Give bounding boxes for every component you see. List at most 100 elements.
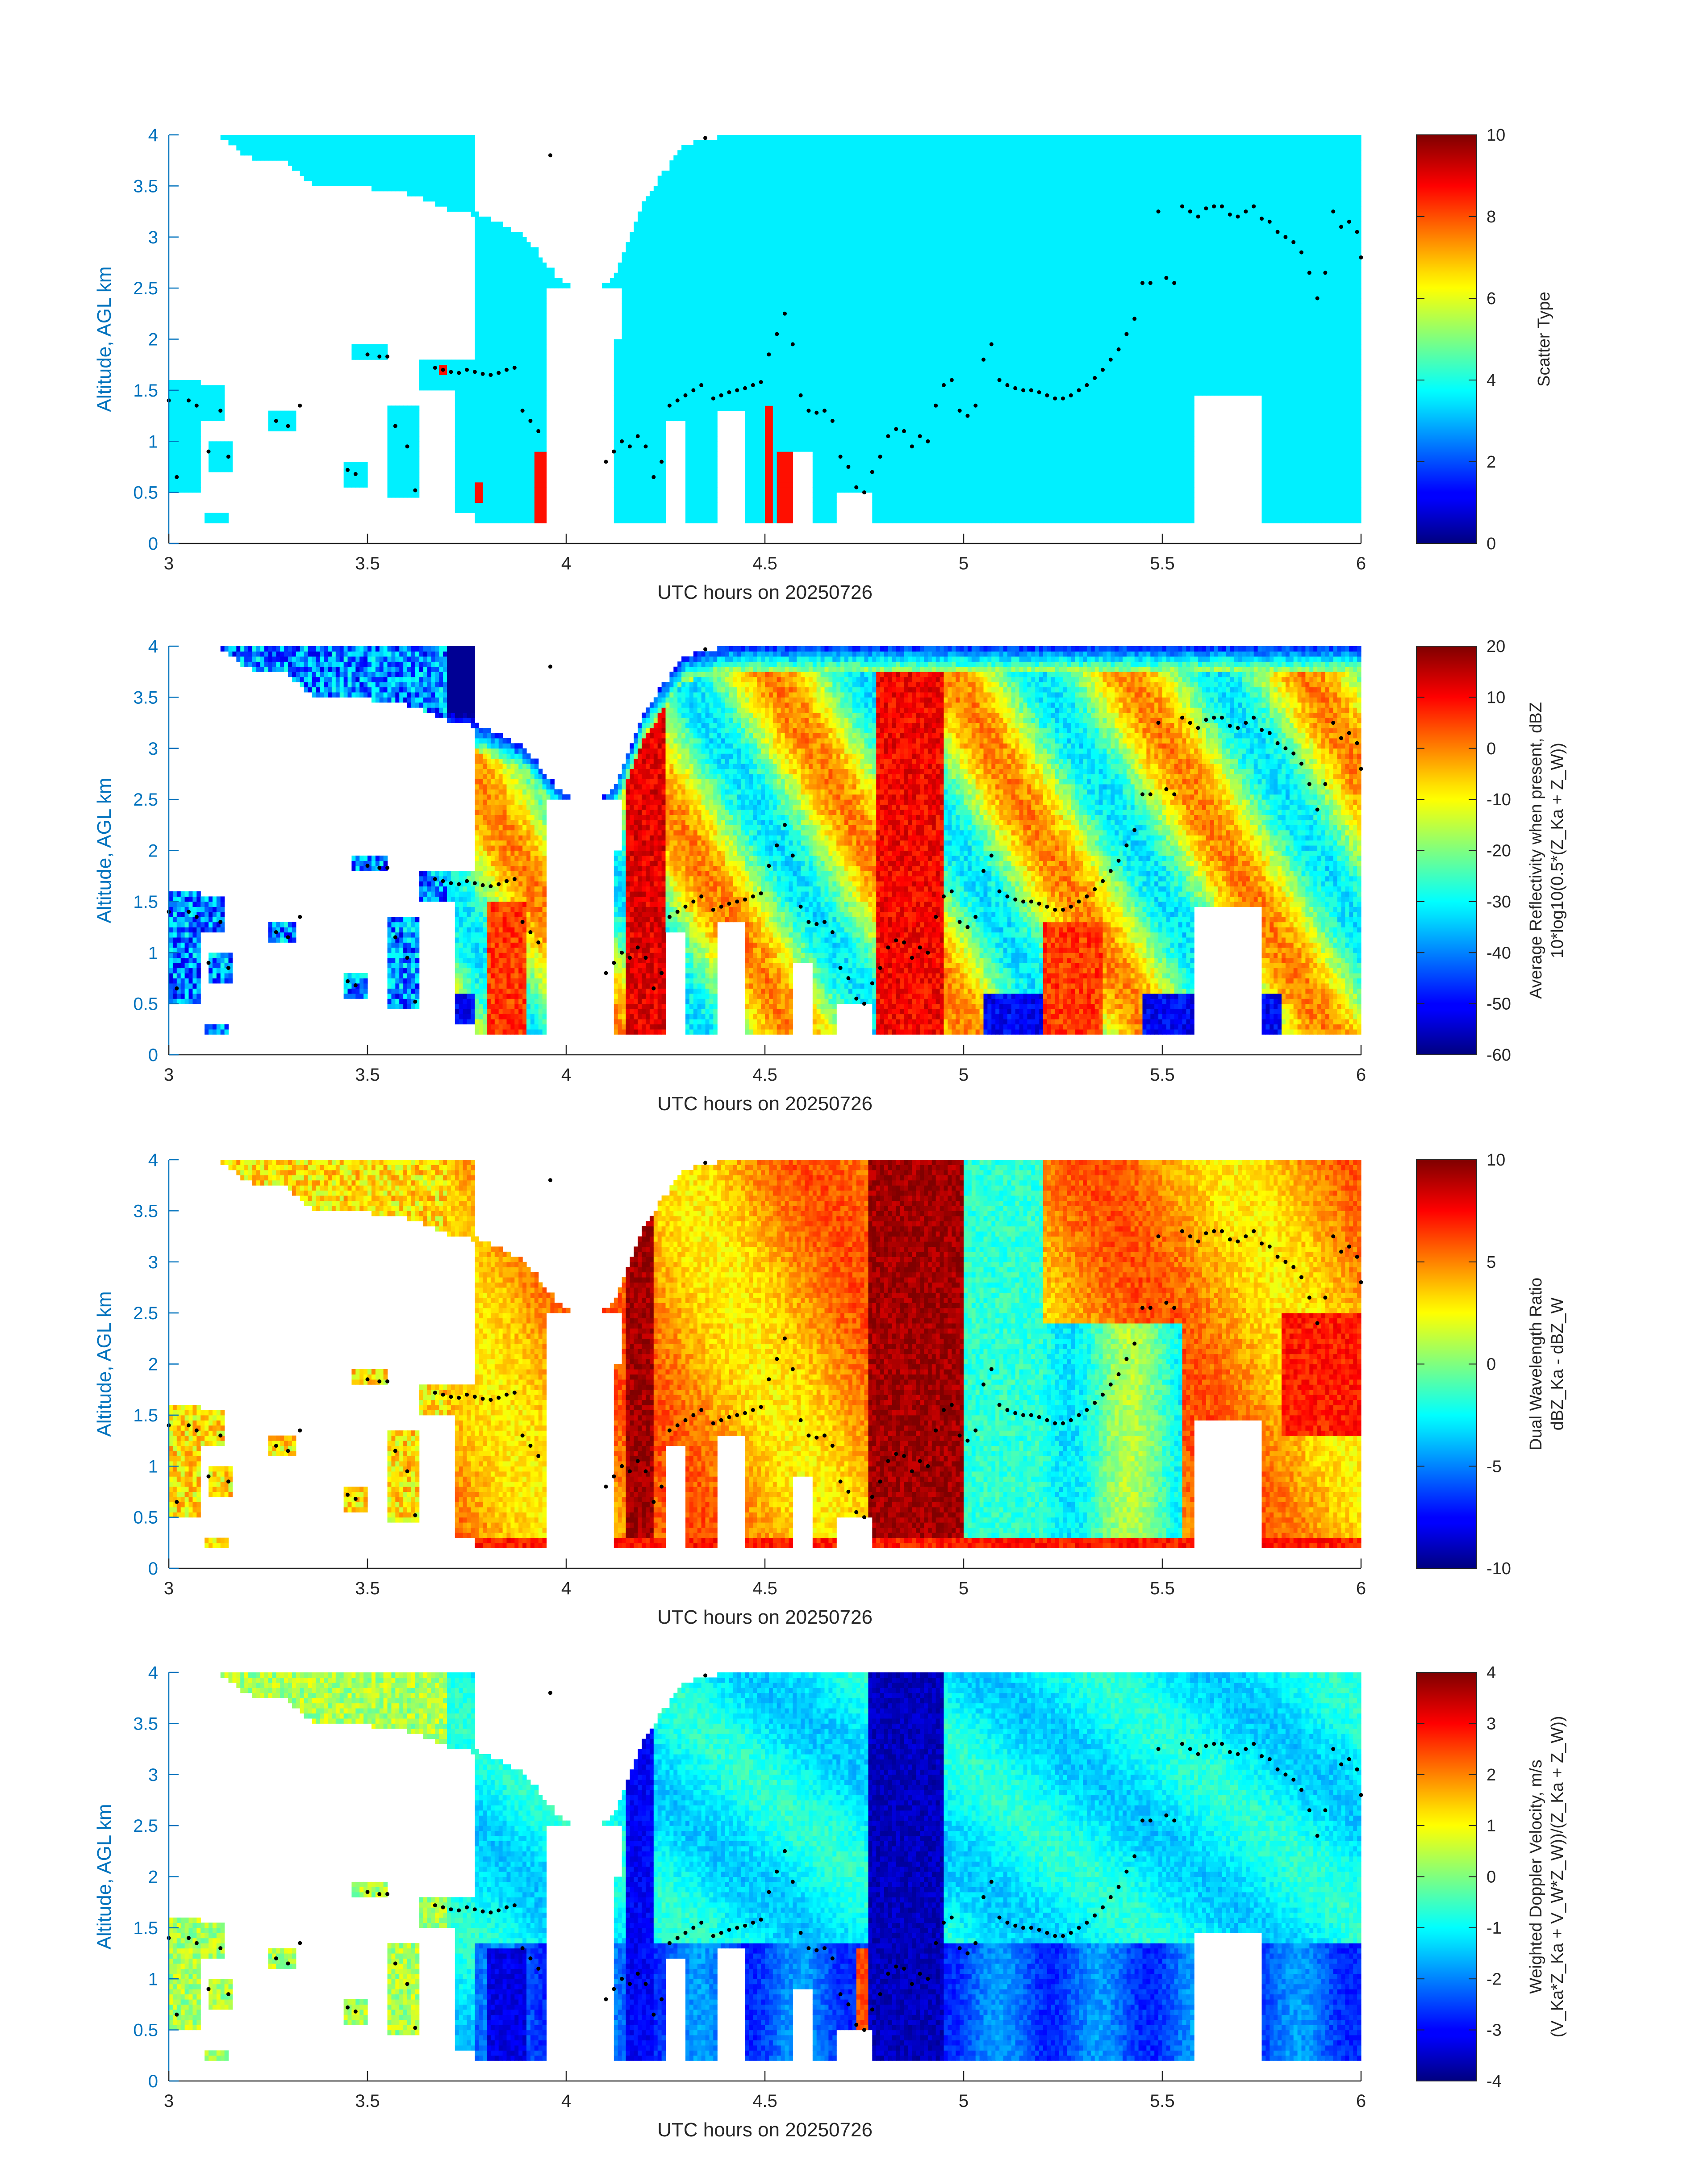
heatmap-cell — [185, 436, 189, 442]
heatmap-cell — [483, 344, 487, 350]
heatmap-cell — [487, 252, 491, 258]
heatmap-cell — [177, 426, 181, 431]
heatmap-scatter-type — [169, 135, 1361, 523]
heatmap-cell — [483, 293, 487, 299]
heatmap-cell — [411, 176, 416, 181]
heatmap-cell — [173, 482, 177, 488]
heatmap-cell — [514, 436, 519, 442]
heatmap-cell — [280, 150, 284, 155]
heatmap-cell — [192, 487, 197, 493]
heatmap-cell — [351, 355, 356, 360]
heatmap-cell — [395, 431, 400, 436]
heatmap-cell — [316, 155, 320, 161]
heatmap-cell — [499, 497, 503, 503]
heatmap-cell — [332, 166, 336, 171]
heatmap-cell — [514, 375, 519, 380]
heatmap-cell — [455, 503, 459, 508]
heatmap-cell — [495, 467, 499, 472]
heatmap-cell — [475, 426, 479, 431]
heatmap-cell — [268, 416, 273, 421]
heatmap-cell — [399, 477, 404, 482]
heatmap-cell — [479, 217, 483, 222]
heatmap-cell — [514, 370, 519, 375]
heatmap-cell — [376, 344, 380, 350]
heatmap-cell — [479, 447, 483, 452]
heatmap-cell — [411, 493, 416, 498]
heatmap-cell — [340, 155, 344, 161]
heatmap-cell — [499, 395, 503, 401]
heatmap-cell — [431, 135, 435, 140]
heatmap-cell — [491, 462, 495, 467]
heatmap-cell — [296, 135, 301, 140]
heatmap-cell — [407, 487, 412, 493]
heatmap-cell — [483, 365, 487, 370]
heatmap-cell — [475, 247, 479, 253]
heatmap-cell — [415, 472, 420, 477]
heatmap-cell — [388, 411, 392, 416]
heatmap-cell — [336, 155, 340, 161]
heatmap-cell — [177, 441, 181, 447]
heatmap-cell — [507, 493, 511, 498]
heatmap-cell — [288, 411, 292, 416]
heatmap-cell — [376, 140, 380, 145]
heatmap-cell — [467, 186, 472, 191]
heatmap-cell — [499, 426, 503, 431]
heatmap-cell — [423, 181, 428, 186]
heatmap-cell — [359, 462, 364, 467]
heatmap-cell — [455, 508, 459, 513]
heatmap-cell — [479, 497, 483, 503]
heatmap-cell — [232, 140, 237, 145]
heatmap-cell — [459, 467, 464, 472]
heatmap-cell — [471, 508, 475, 513]
heatmap-cell — [451, 375, 455, 380]
heatmap-cell — [507, 267, 511, 273]
heatmap-cell — [495, 313, 499, 319]
heatmap-cell — [495, 431, 499, 436]
heatmap-cell — [514, 411, 519, 416]
heatmap-cell — [388, 472, 392, 477]
heatmap-cell — [503, 242, 507, 247]
heatmap-cell — [467, 411, 472, 416]
heatmap-cell — [423, 191, 428, 196]
heatmap-cell — [499, 416, 503, 421]
heatmap-cell — [304, 155, 309, 161]
heatmap-cell — [415, 426, 420, 431]
heatmap-cell — [503, 288, 507, 293]
heatmap-cell — [292, 150, 296, 155]
heatmap-cell — [507, 467, 511, 472]
heatmap-cell — [479, 411, 483, 416]
heatmap-cell — [499, 303, 503, 309]
heatmap-cell — [483, 390, 487, 396]
heatmap-cell — [507, 237, 511, 242]
heatmap-cell — [355, 355, 360, 360]
heatmap-cell — [403, 426, 408, 431]
heatmap-cell — [292, 411, 296, 416]
heatmap-cell — [510, 329, 515, 334]
heatmap-cell — [507, 334, 511, 339]
heatmap-cell — [467, 160, 472, 166]
heatmap-cell — [304, 176, 309, 181]
heatmap-cell — [395, 416, 400, 421]
heatmap-cell — [503, 416, 507, 421]
heatmap-cell — [491, 365, 495, 370]
heatmap-cell — [491, 263, 495, 268]
heatmap-cell — [431, 145, 435, 150]
heatmap-cell — [447, 191, 451, 196]
heatmap-cell — [487, 503, 491, 508]
heatmap-cell — [380, 181, 384, 186]
heatmap-cell — [507, 405, 511, 411]
heatmap-cell — [510, 421, 515, 426]
heatmap-cell — [388, 451, 392, 457]
heatmap-cell — [459, 186, 464, 191]
heatmap-cell — [391, 181, 396, 186]
heatmap-cell — [471, 359, 475, 365]
heatmap-cell — [177, 457, 181, 462]
heatmap-cell — [487, 355, 491, 360]
heatmap-cell — [192, 390, 197, 396]
heatmap-cell — [351, 477, 356, 482]
heatmap-cell — [320, 140, 324, 145]
heatmap-cell — [463, 135, 468, 140]
heatmap-cell — [510, 431, 515, 436]
heatmap-cell — [435, 370, 439, 375]
heatmap-cell — [503, 431, 507, 436]
